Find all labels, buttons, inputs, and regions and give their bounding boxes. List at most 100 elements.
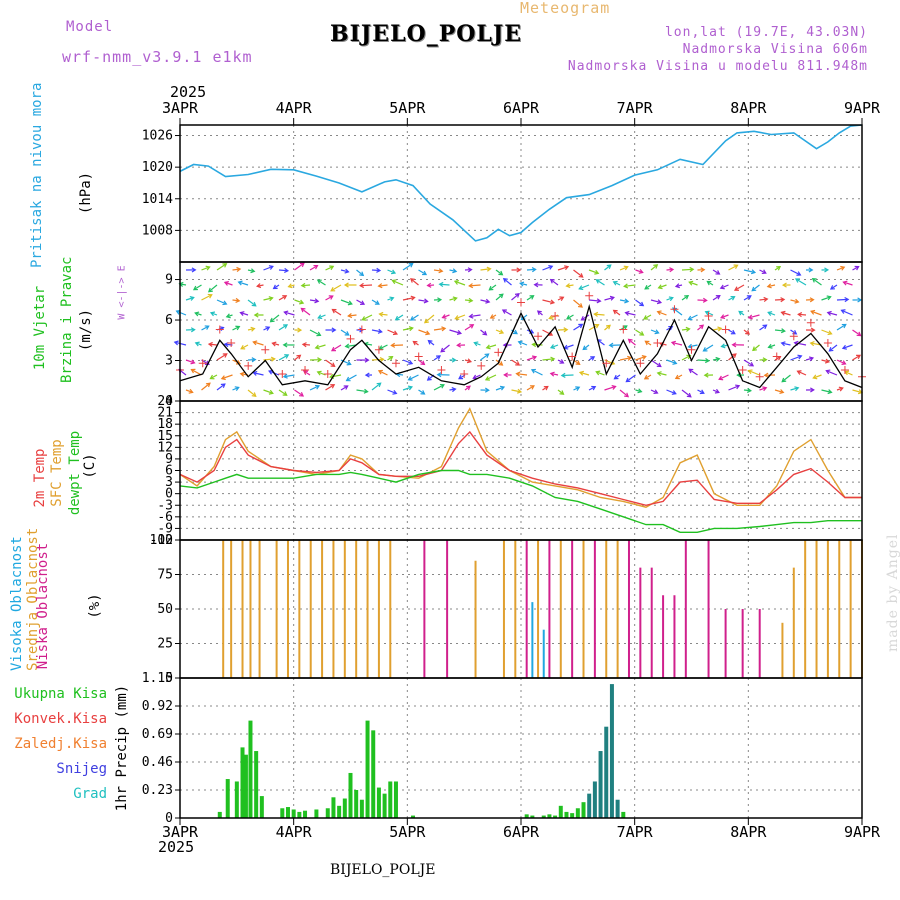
wind-arrowhead [207, 287, 213, 293]
wind-arrowhead [684, 294, 690, 300]
wind-arrowhead [331, 308, 337, 314]
wind-arrowhead [439, 383, 445, 389]
wind-arrowhead [624, 310, 630, 316]
wind-arrowhead [752, 346, 757, 352]
wind-arrowhead [796, 271, 802, 276]
wind-arrowhead [452, 268, 458, 274]
wind-arrow [596, 371, 605, 376]
y-tick-label: 0.92 [142, 699, 173, 714]
wind-arrowhead [829, 285, 835, 290]
wind-arrowhead [225, 313, 231, 319]
wind-arrowhead [825, 369, 831, 375]
wind-arrow [325, 359, 335, 367]
wind-arrowhead [190, 359, 196, 365]
wind-gust-marker [261, 345, 270, 354]
y-tick-label: 9 [165, 273, 173, 288]
wind-arrowhead [591, 385, 597, 391]
wind-arrow [526, 356, 537, 361]
wind-arrow [263, 265, 274, 271]
wind-arrow [371, 269, 381, 272]
wind-arrow [317, 279, 326, 286]
wind-arrowhead [423, 318, 429, 324]
wind-arrowhead [251, 357, 257, 363]
wind-arrow [318, 314, 326, 319]
wind-arrowhead [284, 354, 290, 359]
wind-arrow [378, 284, 388, 287]
wind-gust-marker [636, 359, 645, 368]
wind-arrow [278, 354, 289, 361]
wind-arrow [210, 374, 218, 380]
wind-arrow [557, 266, 569, 271]
precip-bar [587, 793, 592, 818]
wind-arrow [278, 324, 288, 331]
wind-arrow [573, 299, 583, 308]
wind-arrowhead [827, 389, 833, 395]
wind-arrow [812, 278, 822, 286]
y-tick-label: 0 [165, 394, 173, 409]
wind-arrow [604, 324, 611, 331]
wind-arrowhead [746, 387, 753, 393]
wind-arrowhead [426, 376, 432, 381]
wind-arrow [759, 298, 768, 301]
wind-arrow [294, 354, 301, 361]
wind-arrow [495, 293, 504, 301]
wind-arrowhead [265, 326, 271, 331]
precip-bar [217, 811, 222, 818]
wind-arrowhead [611, 384, 617, 390]
wind-arrowhead [268, 389, 274, 395]
precip-bar [348, 772, 353, 818]
wind-arrow [813, 374, 822, 379]
wind-arrow [743, 269, 756, 274]
wind-arrow [356, 299, 365, 305]
wind-arrow [836, 298, 849, 301]
wind-arrow [294, 262, 305, 271]
wind-arrowhead [644, 340, 650, 346]
wind-arrowhead [719, 284, 725, 290]
wind-arrowhead [330, 362, 336, 368]
wind-arrowhead [699, 324, 705, 330]
wind-arrowhead [204, 360, 210, 365]
x-tick-label-bottom: 3APR [162, 823, 199, 841]
wind-arrowhead [376, 382, 382, 388]
wind-arrow [650, 299, 662, 304]
pressure-series-line [179, 124, 863, 242]
wind-arrowhead [717, 326, 723, 332]
wind-arrowhead [287, 283, 293, 289]
wind-arrow [410, 314, 419, 321]
wind-arrowhead [316, 279, 322, 284]
wind-arrowhead [643, 315, 649, 320]
wind-gust-marker [357, 325, 366, 334]
wind-gust-marker [346, 334, 355, 343]
wind-arrow [689, 281, 698, 286]
wind-arrow [440, 344, 450, 353]
wind-arrow [728, 264, 738, 271]
wind-arrowhead [469, 324, 475, 329]
wind-gust-marker [823, 338, 832, 347]
wind-gust-marker [477, 361, 486, 370]
wind-arrow [768, 311, 776, 316]
wind-arrow [705, 311, 714, 316]
wind-arrowhead [361, 316, 367, 321]
wind-arrowhead [234, 386, 240, 392]
wind-arrowhead [578, 323, 584, 329]
wind-arrow [688, 344, 698, 348]
wind-arrow [843, 281, 853, 286]
wind-arrow [301, 284, 311, 287]
x-tick-label-bottom: 8APR [730, 823, 767, 841]
wind-arrow [790, 355, 802, 361]
wind-arrowhead [420, 390, 426, 395]
wind-arrowhead [563, 327, 569, 333]
wind-arrow [774, 329, 785, 332]
wind-arrow [644, 374, 652, 380]
wind-arrow [325, 265, 334, 271]
wind-arrowhead [566, 315, 572, 320]
wind-arrowhead [702, 297, 708, 303]
wind-arrowhead [420, 360, 426, 366]
wind-arrowhead [390, 269, 397, 275]
wind-arrowhead [465, 385, 471, 391]
wind-arrow [191, 369, 202, 376]
wind-arrow [728, 329, 736, 335]
wind-arrowhead [704, 310, 710, 316]
wind-arrowhead [499, 385, 506, 391]
